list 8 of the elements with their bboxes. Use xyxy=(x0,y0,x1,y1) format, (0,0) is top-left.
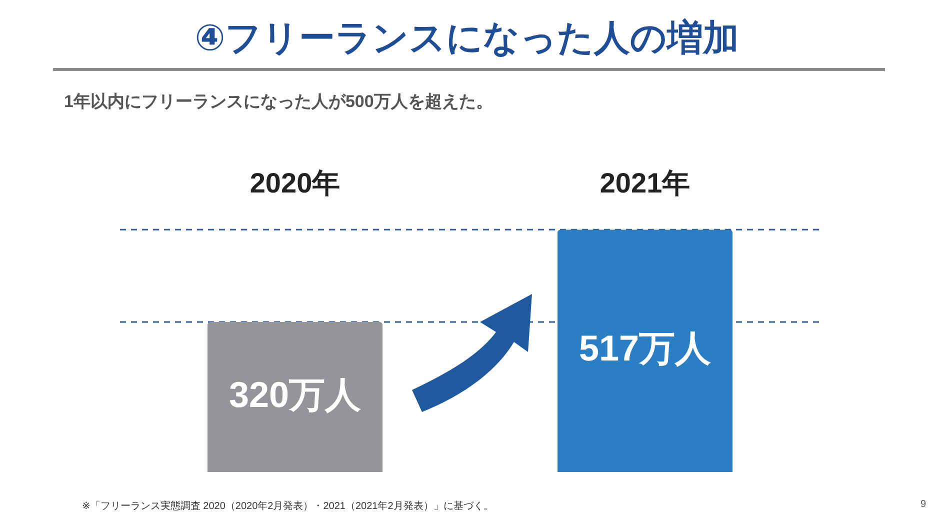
data-label: 517万人 xyxy=(578,328,712,369)
x-tick-label: 2021年 xyxy=(600,168,690,199)
x-tick-label: 2020年 xyxy=(250,168,340,199)
text: 9 xyxy=(920,499,926,510)
chart-title: ④フリーランスになった人の増加 xyxy=(194,16,740,60)
data-label: 320万人 xyxy=(228,374,362,415)
text: ※「フリーランス実態調査 2020（2020年2月発表）・2021（2021年2月発表）」に基づく。 xyxy=(82,500,494,513)
chart-subtitle: 1年以内にフリーランスになった人が500万人を超えた。 xyxy=(64,91,493,113)
